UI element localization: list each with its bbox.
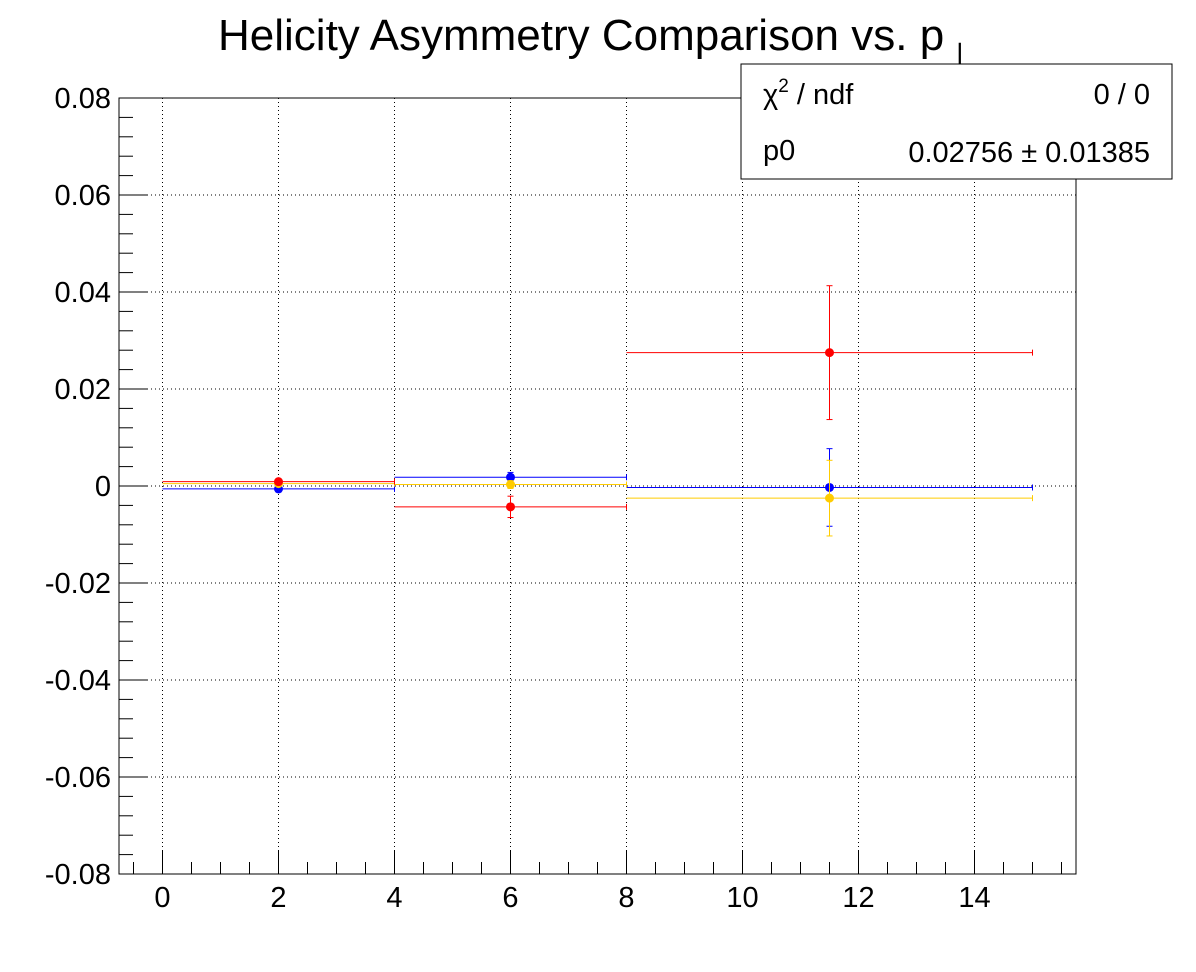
x-tick-label: 14 <box>958 882 990 914</box>
y-tick-label: -0.02 <box>45 568 111 600</box>
grid-lines <box>119 98 1076 874</box>
x-tick-label: 2 <box>270 882 286 914</box>
series-group <box>162 448 1033 527</box>
x-tick-labels: 0 2 4 6 8 10 12 14 <box>154 882 990 914</box>
chi2-label: χ2 / ndf <box>763 76 854 111</box>
x-tick-label: 4 <box>386 882 402 914</box>
data-point <box>506 480 515 490</box>
data-series <box>162 285 1033 537</box>
x-tick-label: 10 <box>726 882 758 914</box>
series-group <box>162 285 1033 519</box>
y-tick-labels: 0.08 0.06 0.04 0.02 0 -0.02 -0.04 -0.06 -0.08 <box>45 83 111 891</box>
y-tick-label: 0.08 <box>55 83 111 115</box>
fit-stats-box: χ2 / ndf 0 / 0 p0 0.02756 ± 0.01385 <box>740 63 1173 180</box>
x-tick-label: 12 <box>842 882 874 914</box>
p0-value: 0.02756 ± 0.01385 <box>908 137 1150 169</box>
chi2-value: 0 / 0 <box>1094 79 1150 111</box>
y-tick-label: 0 <box>95 471 111 503</box>
data-point <box>274 477 283 487</box>
series-group <box>162 459 1033 537</box>
data-point <box>825 493 834 503</box>
y-tick-label: -0.04 <box>45 665 111 697</box>
y-tick-label: 0.06 <box>55 180 111 212</box>
chi2-ndf-text: / ndf <box>789 79 854 111</box>
y-tick-label: -0.06 <box>45 762 111 794</box>
plot-frame <box>118 97 1077 875</box>
axis-ticks <box>119 97 1062 875</box>
data-point <box>825 348 834 358</box>
data-point <box>506 472 515 482</box>
data-point <box>506 502 515 512</box>
y-tick-label: 0.02 <box>55 374 111 406</box>
chart-title-main: Helicity Asymmetry Comparison vs. p <box>218 11 944 60</box>
x-tick-label: 0 <box>154 882 170 914</box>
chart-title: Helicity Asymmetry Comparison vs. p⊥ <box>218 11 976 76</box>
stats-box-frame <box>740 63 1173 180</box>
x-tick-label: 6 <box>502 882 518 914</box>
chi2-symbol: χ <box>763 79 778 111</box>
y-tick-label: 0.04 <box>55 277 111 309</box>
y-tick-label: -0.08 <box>45 859 111 891</box>
x-tick-label: 8 <box>618 882 634 914</box>
p0-label: p0 <box>763 135 795 167</box>
chi2-superscript: 2 <box>778 76 789 97</box>
